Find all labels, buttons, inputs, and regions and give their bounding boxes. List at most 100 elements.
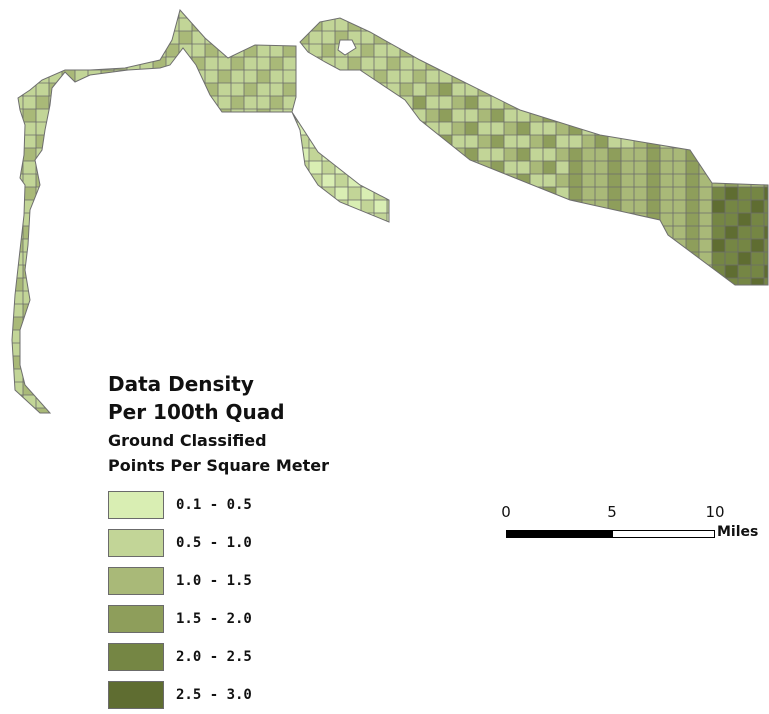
quad-cell xyxy=(114,317,127,330)
quad-cell xyxy=(608,57,621,70)
quad-cell xyxy=(179,161,192,174)
quad-cell xyxy=(322,109,335,122)
quad-cell xyxy=(699,57,712,70)
quad-cell xyxy=(244,343,257,356)
quad-cell xyxy=(556,200,569,213)
quad-cell xyxy=(296,10,309,18)
quad-cell xyxy=(140,278,153,291)
quad-cell xyxy=(75,317,88,330)
quad-cell xyxy=(556,343,569,356)
quad-cell xyxy=(283,44,296,57)
quad-cell xyxy=(413,382,426,395)
quad-cell xyxy=(296,187,309,200)
quad-cell xyxy=(517,395,530,408)
quad-cell xyxy=(88,10,101,18)
quad-cell xyxy=(647,395,660,408)
quad-cell xyxy=(335,330,348,343)
quad-cell xyxy=(582,265,595,278)
quad-cell xyxy=(478,135,491,148)
quad-cell xyxy=(413,96,426,109)
quad-cell xyxy=(543,343,556,356)
quad-cell xyxy=(686,44,699,57)
quad-cell xyxy=(725,57,738,70)
quad-cell xyxy=(621,369,634,382)
quad-cell xyxy=(634,343,647,356)
quad-cell xyxy=(179,304,192,317)
quad-cell xyxy=(75,265,88,278)
quad-cell xyxy=(335,304,348,317)
quad-cell xyxy=(114,278,127,291)
quad-cell xyxy=(127,317,140,330)
quad-cell xyxy=(673,31,686,44)
quad-cell xyxy=(101,278,114,291)
quad-cell xyxy=(660,317,673,330)
quad-cell xyxy=(166,109,179,122)
quad-cell xyxy=(413,148,426,161)
quad-cell xyxy=(192,122,205,135)
quad-cell xyxy=(62,148,75,161)
quad-cell xyxy=(686,174,699,187)
quad-cell xyxy=(62,343,75,356)
quad-cell xyxy=(49,239,62,252)
quad-cell xyxy=(179,135,192,148)
quad-cell xyxy=(101,148,114,161)
quad-cell xyxy=(387,317,400,330)
quad-cell xyxy=(244,148,257,161)
quad-cell xyxy=(257,187,270,200)
quad-cell xyxy=(738,382,751,395)
quad-cell xyxy=(413,70,426,83)
quad-cell xyxy=(673,44,686,57)
quad-cell xyxy=(322,122,335,135)
quad-cell xyxy=(621,57,634,70)
quad-cell xyxy=(751,252,764,265)
quad-cell xyxy=(244,265,257,278)
quad-cell xyxy=(296,57,309,70)
quad-cell xyxy=(387,10,400,18)
quad-cell xyxy=(647,317,660,330)
study-area-boundary xyxy=(11,8,390,414)
quad-cell xyxy=(205,44,218,57)
quad-cell xyxy=(621,317,634,330)
quad-cell xyxy=(400,122,413,135)
quad-cell xyxy=(764,70,768,83)
quad-cell xyxy=(569,18,582,31)
quad-cell xyxy=(491,369,504,382)
quad-cell xyxy=(348,148,361,161)
quad-cell xyxy=(738,161,751,174)
quad-cell xyxy=(23,252,36,265)
quad-cell xyxy=(504,252,517,265)
quad-cell xyxy=(751,265,764,278)
quad-cell xyxy=(270,200,283,213)
quad-cell xyxy=(49,252,62,265)
quad-cell xyxy=(140,31,153,44)
quad-cell xyxy=(309,200,322,213)
quad-cell xyxy=(374,213,387,226)
quad-cell xyxy=(582,239,595,252)
quad-cell xyxy=(621,31,634,44)
quad-cell xyxy=(36,83,49,96)
quad-cell xyxy=(725,31,738,44)
quad-cell xyxy=(361,135,374,148)
quad-cell xyxy=(504,369,517,382)
quad-cell xyxy=(686,265,699,278)
quad-cell xyxy=(257,10,270,18)
quad-cell xyxy=(478,96,491,109)
quad-cell xyxy=(413,44,426,57)
quad-cell xyxy=(205,304,218,317)
quad-cell xyxy=(634,96,647,109)
quad-cell xyxy=(621,278,634,291)
quad-cell xyxy=(361,174,374,187)
quad-cell xyxy=(101,31,114,44)
quad-cell xyxy=(582,200,595,213)
quad-cell xyxy=(582,395,595,408)
quad-cell xyxy=(413,343,426,356)
quad-cell xyxy=(179,200,192,213)
quad-cell xyxy=(153,31,166,44)
quad-cell xyxy=(413,200,426,213)
study-area-outline xyxy=(11,8,769,414)
quad-cell xyxy=(218,135,231,148)
quad-cell xyxy=(12,70,23,83)
quad-cell xyxy=(504,304,517,317)
quad-cell xyxy=(192,278,205,291)
quad-cell xyxy=(478,395,491,408)
